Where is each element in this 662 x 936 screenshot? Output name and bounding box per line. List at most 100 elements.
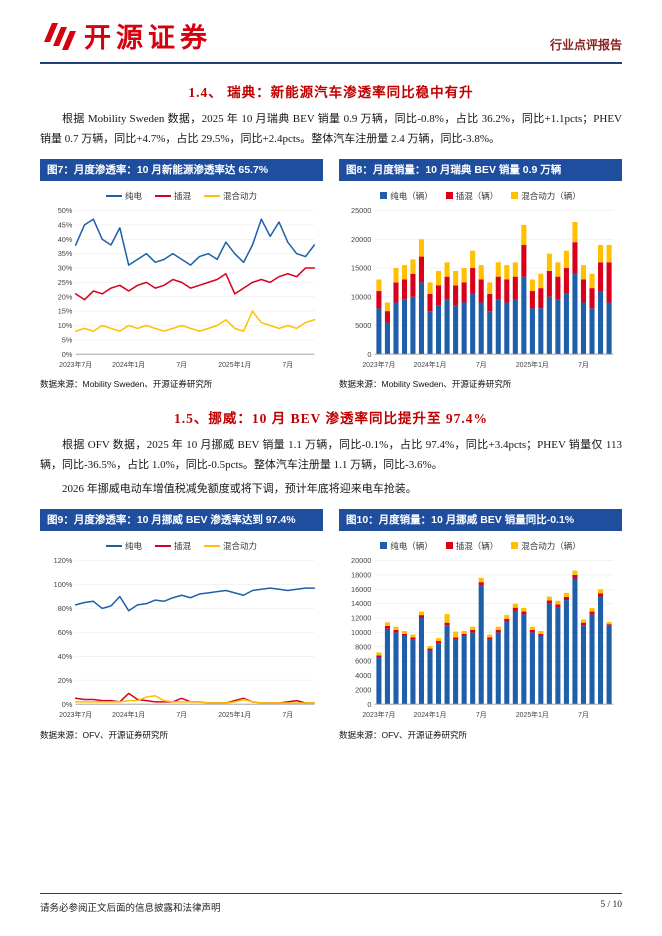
svg-text:7月: 7月 <box>176 711 187 719</box>
figure-8-legend: 纯电（辆） 插混（辆） 混合动力（辆） <box>339 190 622 202</box>
figure-10-legend: 纯电（辆） 插混（辆） 混合动力（辆） <box>339 540 622 552</box>
figure-8: 图8：月度销量：10 月瑞典 BEV 销量 0.9 万辆 纯电（辆） 插混（辆） 混… <box>339 158 622 391</box>
legend-item: 混合动力 <box>204 540 257 552</box>
svg-text:100%: 100% <box>54 580 73 589</box>
svg-text:5%: 5% <box>62 335 73 344</box>
svg-text:7月: 7月 <box>476 361 487 369</box>
svg-text:50%: 50% <box>58 206 73 215</box>
section-title-1-5: 1.5、挪威：10 月 BEV 渗透率同比提升至 97.4% <box>173 411 488 427</box>
svg-text:15%: 15% <box>58 306 73 315</box>
svg-text:2023年7月: 2023年7月 <box>59 710 92 719</box>
svg-text:12000: 12000 <box>351 614 371 623</box>
legend-item: 混合动力（辆） <box>511 540 581 552</box>
svg-text:10000: 10000 <box>351 628 371 637</box>
svg-text:20%: 20% <box>58 292 73 301</box>
svg-text:2023年7月: 2023年7月 <box>362 710 395 719</box>
figure-9-legend: 纯电 插混 混合动力 <box>40 540 323 552</box>
figure-7-source: 数据来源：Mobility Sweden、开源证券研究所 <box>40 379 213 390</box>
svg-text:7月: 7月 <box>578 711 589 719</box>
svg-text:6000: 6000 <box>355 657 371 666</box>
svg-text:35%: 35% <box>58 249 73 258</box>
svg-text:2025年1月: 2025年1月 <box>516 360 549 369</box>
section-1-5-paragraph-2: 2026 年挪威电动车增值税减免额度或将下调，预计年底将迎来电车抢装。 <box>62 483 417 496</box>
svg-text:15000: 15000 <box>351 263 371 272</box>
section-title-1-4: 1.4、 瑞典：新能源汽车渗透率同比稳中有升 <box>188 85 474 100</box>
header: 开源证券 行业点评报告 <box>40 16 622 64</box>
figure-7: 图7：月度渗透率：10 月新能源渗透率达 65.7% 纯电 插混 混合动力 0% 5%… <box>40 158 323 391</box>
svg-text:20000: 20000 <box>351 556 371 565</box>
legend-item: 纯电 <box>105 190 142 202</box>
svg-text:2023年7月: 2023年7月 <box>59 360 92 369</box>
svg-text:45%: 45% <box>58 220 73 229</box>
svg-text:80%: 80% <box>58 604 73 613</box>
legend-item: 插混 <box>154 190 191 202</box>
page-footer: 请务必参阅正文后面的信息披露和法律声明 5 / 10 <box>40 893 622 914</box>
svg-text:5000: 5000 <box>355 321 371 330</box>
figure-row-norway: 图9：月度渗透率：10 月挪威 BEV 渗透率达到 97.4% 纯电 插混 混合动力… <box>40 508 622 741</box>
svg-text:7月: 7月 <box>282 711 293 719</box>
footer-disclaimer: 请务必参阅正文后面的信息披露和法律声明 <box>40 904 221 914</box>
svg-text:20%: 20% <box>58 676 73 685</box>
figure-10-chart: 0 2000 4000 6000 8000 10000 12000 14000 16000 180… <box>351 556 614 719</box>
svg-text:2024年1月: 2024年1月 <box>112 360 145 369</box>
figure-7-title: 图7：月度渗透率：10 月新能源渗透率达 65.7% <box>40 158 323 181</box>
svg-text:2000: 2000 <box>355 685 371 694</box>
svg-text:40%: 40% <box>58 235 73 244</box>
legend-item: 插混（辆） <box>445 190 498 202</box>
legend-item: 纯电（辆） <box>380 540 433 552</box>
brand-name: 开源证券 <box>84 23 212 53</box>
svg-text:2023年7月: 2023年7月 <box>362 360 395 369</box>
svg-text:30%: 30% <box>58 263 73 272</box>
svg-text:0: 0 <box>367 700 371 709</box>
kaiyuan-logo-icon <box>44 22 76 50</box>
figure-9-title: 图9：月度渗透率：10 月挪威 BEV 渗透率达到 97.4% <box>40 508 323 531</box>
svg-text:8000: 8000 <box>355 642 371 651</box>
svg-text:4000: 4000 <box>355 671 371 680</box>
svg-text:0%: 0% <box>62 350 73 359</box>
figure-row-sweden: 图7：月度渗透率：10 月新能源渗透率达 65.7% 纯电 插混 混合动力 0% 5%… <box>40 158 622 391</box>
svg-text:7月: 7月 <box>578 361 589 369</box>
section-1-5-paragraph-1: 根据 OFV 数据，2025 年 10 月挪威 BEV 销量 1.1 万辆，同比… <box>40 439 622 472</box>
figure-7-legend: 纯电 插混 混合动力 <box>40 190 323 202</box>
figure-7-chart: 0% 5% 10% 15% 20% 25% 30% 35% 40% 45% 50% 2023年7月 20… <box>58 206 316 369</box>
svg-text:14000: 14000 <box>351 599 371 608</box>
svg-text:40%: 40% <box>58 652 73 661</box>
figure-9: 图9：月度渗透率：10 月挪威 BEV 渗透率达到 97.4% 纯电 插混 混合动力… <box>40 508 323 741</box>
legend-item: 纯电（辆） <box>380 190 433 202</box>
svg-text:2024年1月: 2024年1月 <box>414 360 447 369</box>
svg-text:7月: 7月 <box>476 711 487 719</box>
legend-item: 插混（辆） <box>445 540 498 552</box>
figure-10-title: 图10：月度销量：10 月挪威 BEV 销量同比-0.1% <box>339 508 622 531</box>
svg-text:2025年1月: 2025年1月 <box>218 360 251 369</box>
svg-text:120%: 120% <box>54 556 73 565</box>
legend-item: 插混 <box>154 540 191 552</box>
svg-text:0%: 0% <box>62 700 73 709</box>
svg-text:7月: 7月 <box>176 361 187 369</box>
figure-9-chart: 0% 20% 40% 60% 80% 100% 120% 2023年7月 2024年1月 7月 20… <box>54 556 316 719</box>
svg-text:60%: 60% <box>58 628 73 637</box>
doc-type-label: 行业点评报告 <box>549 38 622 52</box>
svg-text:16000: 16000 <box>351 585 371 594</box>
svg-text:25%: 25% <box>58 278 73 287</box>
section-1-4-paragraph: 根据 Mobility Sweden 数据，2025 年 10 月瑞典 BEV … <box>40 113 622 145</box>
svg-text:20000: 20000 <box>351 235 371 244</box>
figure-10-source: 数据来源：OFV、开源证券研究所 <box>339 729 467 740</box>
svg-text:2025年1月: 2025年1月 <box>516 710 549 719</box>
svg-text:7月: 7月 <box>282 361 293 369</box>
figure-10: 图10：月度销量：10 月挪威 BEV 销量同比-0.1% 纯电（辆） 插混（辆）… <box>339 508 622 741</box>
svg-text:18000: 18000 <box>351 571 371 580</box>
svg-text:2025年1月: 2025年1月 <box>218 710 251 719</box>
svg-text:2024年1月: 2024年1月 <box>414 710 447 719</box>
figure-8-chart: 0 5000 10000 15000 20000 25000 2023年7月 2024年1月 7… <box>351 206 614 369</box>
svg-text:10000: 10000 <box>351 292 371 301</box>
svg-text:25000: 25000 <box>351 206 371 215</box>
footer-page-number: 5 / 10 <box>600 900 622 910</box>
figure-8-title: 图8：月度销量：10 月瑞典 BEV 销量 0.9 万辆 <box>339 158 622 181</box>
figure-9-source: 数据来源：OFV、开源证券研究所 <box>40 729 168 740</box>
svg-text:10%: 10% <box>58 321 73 330</box>
figure-8-source: 数据来源：Mobility Sweden、开源证券研究所 <box>339 379 512 390</box>
legend-item: 混合动力（辆） <box>511 190 581 202</box>
legend-item: 混合动力 <box>204 190 257 202</box>
brand-logo: 开源证券 <box>40 16 212 55</box>
